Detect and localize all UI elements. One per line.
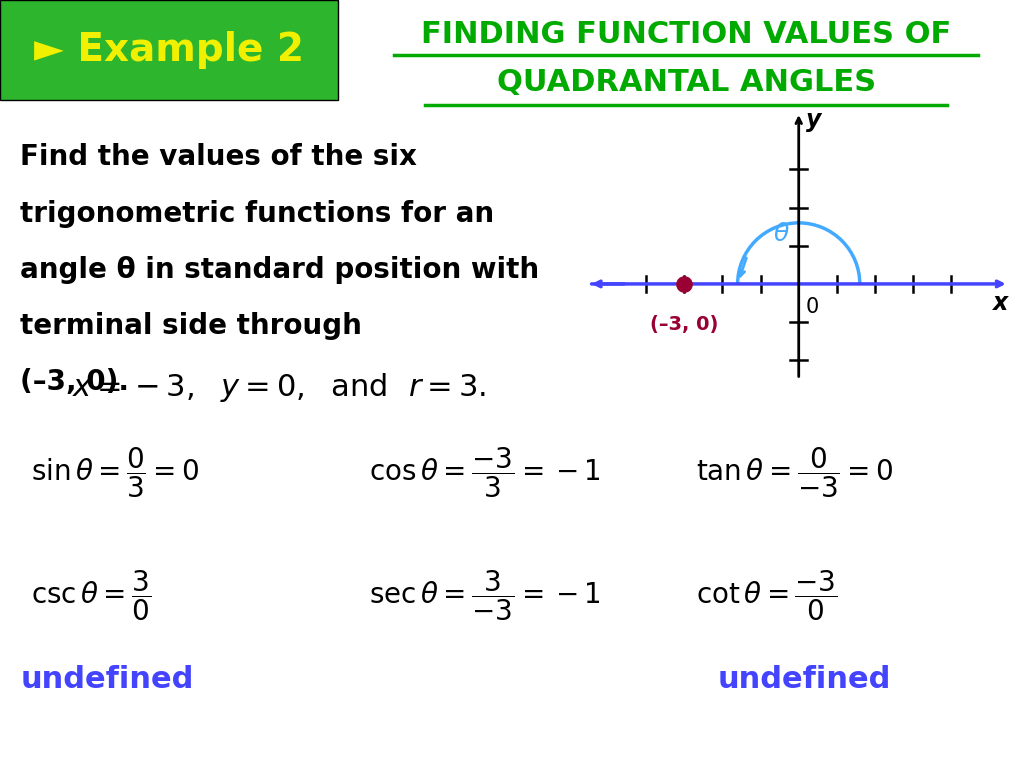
Text: Find the values of the six: Find the values of the six xyxy=(20,144,418,171)
Text: undefined: undefined xyxy=(20,665,195,694)
Text: $\cot\theta = \dfrac{-3}{0}$: $\cot\theta = \dfrac{-3}{0}$ xyxy=(696,568,838,623)
Text: $\csc\theta = \dfrac{3}{0}$: $\csc\theta = \dfrac{3}{0}$ xyxy=(31,568,151,623)
Text: $\sin\theta = \dfrac{0}{3} = 0$: $\sin\theta = \dfrac{0}{3} = 0$ xyxy=(31,445,199,500)
Text: $\sec\theta = \dfrac{3}{-3} = -1$: $\sec\theta = \dfrac{3}{-3} = -1$ xyxy=(369,568,600,623)
Text: $x = -3,\ \ y = 0,\ \ \mathrm{and}\ \ r = 3.$: $x = -3,\ \ y = 0,\ \ \mathrm{and}\ \ r … xyxy=(72,372,485,404)
FancyBboxPatch shape xyxy=(0,0,338,100)
Text: QUADRANTAL ANGLES: QUADRANTAL ANGLES xyxy=(497,68,876,97)
Text: angle θ in standard position with: angle θ in standard position with xyxy=(20,256,540,283)
Text: $\theta$: $\theta$ xyxy=(773,222,790,247)
Text: terminal side through: terminal side through xyxy=(20,312,362,339)
Text: y: y xyxy=(806,108,821,132)
Text: trigonometric functions for an: trigonometric functions for an xyxy=(20,200,495,227)
Text: (–3, 0): (–3, 0) xyxy=(650,315,719,333)
Text: undefined: undefined xyxy=(717,665,891,694)
Text: 0: 0 xyxy=(806,296,819,317)
Text: (–3, 0).: (–3, 0). xyxy=(20,368,129,396)
Text: FINDING FUNCTION VALUES OF: FINDING FUNCTION VALUES OF xyxy=(421,20,951,49)
Text: x: x xyxy=(993,291,1009,315)
Text: ► Example 2: ► Example 2 xyxy=(34,31,304,69)
Text: $\tan\theta = \dfrac{0}{-3} = 0$: $\tan\theta = \dfrac{0}{-3} = 0$ xyxy=(696,445,894,500)
Text: $\cos\theta = \dfrac{-3}{3} = -1$: $\cos\theta = \dfrac{-3}{3} = -1$ xyxy=(369,445,600,500)
